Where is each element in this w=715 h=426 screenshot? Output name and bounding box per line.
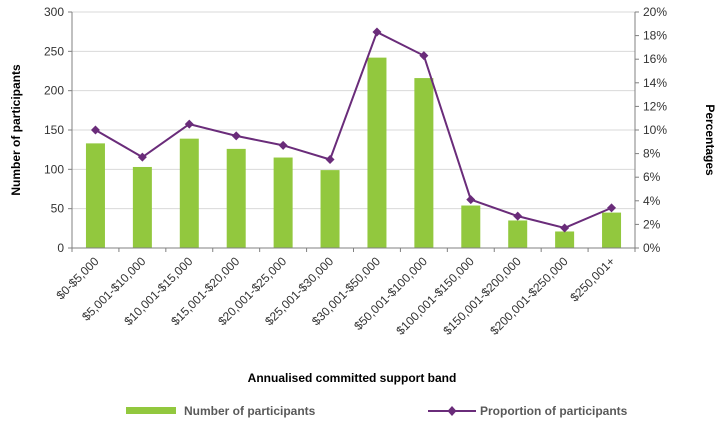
line-series [90, 27, 617, 233]
y-tick-labels: 0 50 100 150 200 250 300 [44, 5, 72, 255]
legend-bar-label: Number of participants [184, 404, 316, 418]
y-tick-label: 100 [44, 162, 64, 176]
line-point-marker [184, 119, 194, 129]
line-point-marker [560, 223, 570, 233]
line-point-marker [90, 125, 100, 135]
legend-bar-swatch [126, 407, 176, 414]
bar [273, 157, 293, 248]
bar [602, 212, 622, 248]
proportion-line [94, 30, 612, 229]
bar [320, 170, 340, 248]
bar [367, 57, 387, 249]
line-point-marker [137, 152, 147, 162]
y2-tick-labels: 0% 2% 4% 6% 8% 10% 12% 14% 16% 18% 20% [635, 5, 667, 255]
bar [555, 231, 575, 248]
x-tick-label: $200,001-$250,000 [487, 254, 571, 338]
line-point-marker [513, 211, 523, 221]
gridlines [72, 11, 635, 210]
y-tick-label: 300 [44, 5, 64, 19]
bar [179, 138, 199, 248]
x-axis-title: Annualised committed support band [248, 371, 457, 385]
y2-tick-label: 2% [643, 217, 661, 231]
line-point-marker [231, 131, 241, 141]
y2-tick-label: 12% [643, 99, 667, 113]
legend: Number of participants Proportion of par… [126, 404, 628, 418]
y2-tick-label: 8% [643, 147, 661, 161]
bar [132, 166, 152, 248]
bar [508, 220, 528, 248]
y-tick-label: 50 [51, 202, 65, 216]
x-tick-label: $100,001-$150,000 [393, 254, 477, 338]
y2-tick-label: 18% [643, 29, 667, 43]
y2-tick-label: 20% [643, 5, 667, 19]
line-point-marker [325, 155, 335, 164]
legend-line-label: Proportion of participants [480, 404, 628, 418]
bar [461, 205, 481, 248]
bar [226, 148, 246, 248]
y-tick-label: 200 [44, 84, 64, 98]
x-tick-label: $0-$5,000 [53, 254, 101, 302]
line-point-marker [372, 27, 382, 37]
y2-tick-label: 6% [643, 170, 661, 184]
y-tick-label: 0 [57, 241, 64, 255]
x-tick-label: $250,001+ [567, 254, 617, 304]
y2-tick-label: 14% [643, 76, 667, 90]
x-tick-label: $150,001-$200,000 [440, 254, 524, 338]
x-tick-labels: $0-$5,000$5,001-$10,000$10,001-$15,000$1… [53, 248, 636, 338]
line-point-marker [607, 203, 617, 213]
bar-series [85, 57, 622, 249]
y-axis-title: Number of participants [9, 64, 23, 196]
bar [414, 78, 434, 248]
line-point-marker [278, 140, 288, 150]
y2-axis-title: Percentages [703, 104, 715, 176]
legend-line-marker [447, 406, 457, 416]
line-point-marker [419, 51, 429, 61]
y2-tick-label: 4% [643, 194, 661, 208]
y2-tick-label: 0% [643, 241, 661, 255]
y-tick-label: 150 [44, 123, 64, 137]
bar [85, 143, 105, 248]
y2-tick-label: 10% [643, 123, 667, 137]
y-tick-label: 250 [44, 44, 64, 58]
y2-tick-label: 16% [643, 52, 667, 66]
line-point-marker [466, 195, 476, 205]
